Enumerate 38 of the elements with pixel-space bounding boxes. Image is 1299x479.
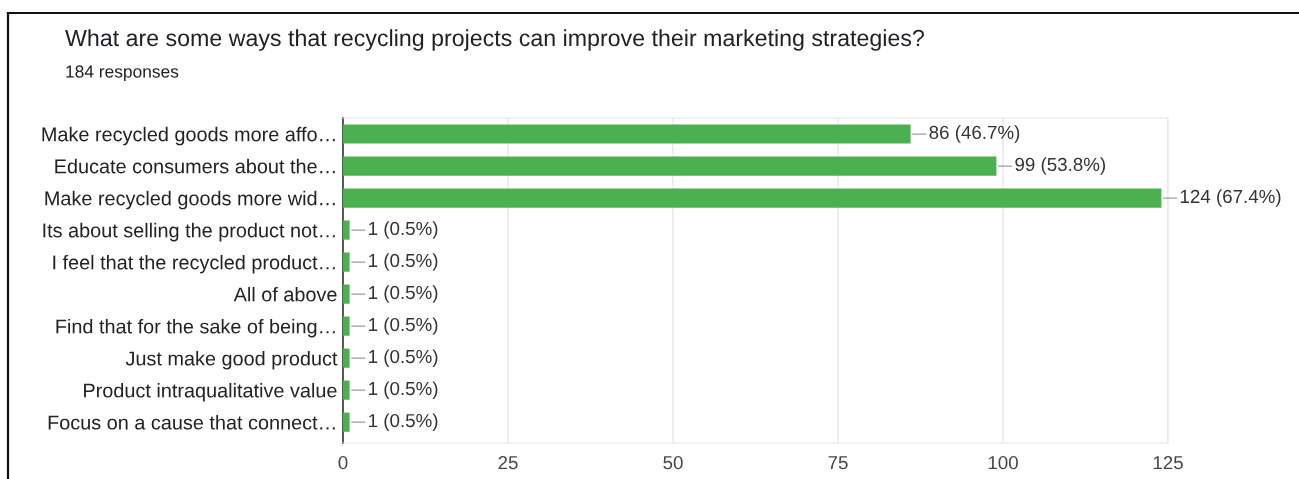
y-tick-label: All of above xyxy=(233,286,337,302)
data-label: 1 (0.5%) xyxy=(369,221,438,239)
text: 184 responses xyxy=(66,65,179,82)
y-tick-label: Its about selling the product not… xyxy=(43,222,335,242)
data-label: 1 (0.5%) xyxy=(369,349,438,367)
data-label: 1 (0.5%) xyxy=(369,413,438,431)
x-tick-label: 100 xyxy=(988,456,1018,470)
bar xyxy=(343,220,350,240)
bar xyxy=(343,188,1162,208)
y-tick-label: Find that for the sake of being… xyxy=(56,318,335,338)
bar xyxy=(343,316,350,336)
bar xyxy=(343,156,997,176)
y-tick-label: Make recycled goods more affo… xyxy=(42,126,335,146)
y-tick-label: Just make good product xyxy=(125,350,338,370)
bar xyxy=(343,380,350,400)
y-tick-label: Educate consumers about the… xyxy=(55,158,335,174)
x-tick-label: 75 xyxy=(828,456,848,470)
data-label: 99 (53.8%) xyxy=(1015,157,1106,175)
bar xyxy=(343,348,350,368)
data-label: 1 (0.5%) xyxy=(369,253,438,271)
y-tick-label: Make recycled goods more wid… xyxy=(45,190,335,210)
bar xyxy=(343,252,350,272)
data-label: 124 (67.4%) xyxy=(1180,189,1281,207)
x-tick-label: 0 xyxy=(338,456,348,470)
x-tick-label: 50 xyxy=(663,456,683,470)
data-label: 1 (0.5%) xyxy=(369,285,438,303)
x-tick-label: 125 xyxy=(1153,456,1183,470)
y-tick-label: Focus on a cause that connect… xyxy=(48,414,335,430)
chart-title: What are some ways that recycling projects can improve their marketing strategies? xyxy=(65,29,924,51)
data-label: 86 (46.7%) xyxy=(929,125,1020,143)
data-label: 1 (0.5%) xyxy=(369,317,438,335)
x-tick-label: 25 xyxy=(498,456,518,470)
bar xyxy=(343,284,350,304)
bar xyxy=(343,124,911,144)
y-tick-label: Product intraqualitative value xyxy=(84,382,337,402)
data-label: 1 (0.5%) xyxy=(369,381,438,399)
bar xyxy=(343,412,350,432)
y-tick-label: I feel that the recycled product… xyxy=(53,254,335,274)
